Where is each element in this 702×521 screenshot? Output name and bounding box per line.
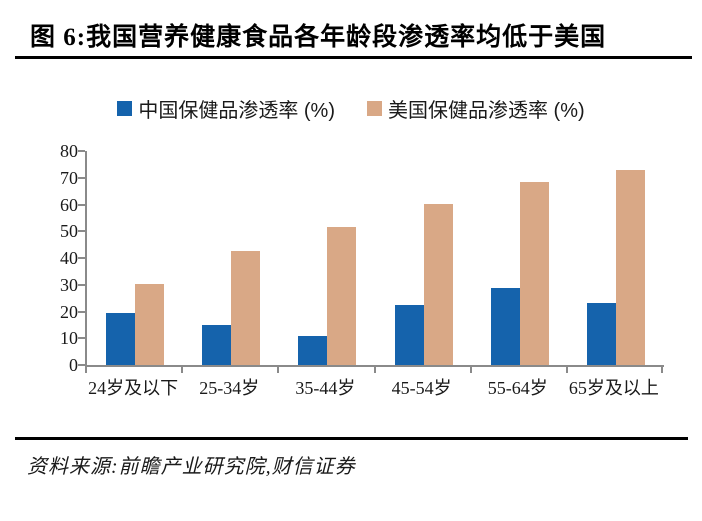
y-axis-tick-mark: [78, 257, 85, 259]
x-axis-tick-mark: [469, 367, 472, 373]
china-series-swatch-icon: [117, 101, 133, 116]
bar-group: [376, 151, 472, 365]
x-axis-category-label: 24岁及以下: [88, 378, 179, 398]
china-bar: [298, 335, 328, 365]
x-axis-tick-mark: [373, 367, 376, 373]
y-axis-tick-mark: [78, 337, 85, 340]
us-bar: [231, 250, 261, 365]
title-divider-line: [15, 56, 692, 59]
x-axis-tick-mark: [277, 367, 280, 373]
y-axis-tick-label: 30: [60, 274, 78, 295]
y-axis-tick-mark: [78, 203, 85, 206]
y-axis-tick-mark: [78, 364, 85, 366]
legend-item-china: 中国保健品渗透率 (%): [117, 94, 335, 123]
x-axis-category-label: 45-54岁: [391, 378, 452, 398]
us-bar: [135, 283, 165, 365]
x-axis-tick-mark: [661, 367, 663, 373]
legend-label-us: 美国保健品渗透率 (%): [388, 100, 585, 122]
x-axis-category-label: 55-64岁: [487, 378, 548, 398]
y-axis-tick-label: 0: [69, 355, 78, 375]
y-axis-tick-label: 60: [60, 194, 78, 215]
y-axis-tick-mark: [78, 176, 85, 179]
us-bar: [327, 226, 357, 365]
y-axis-tick-label: 50: [60, 221, 78, 242]
china-bar: [394, 305, 424, 365]
bar-group: [472, 151, 568, 365]
legend-label-china: 中国保健品渗透率 (%): [138, 100, 335, 122]
us-bar: [615, 169, 645, 365]
bar-group: [183, 151, 279, 365]
china-bar: [106, 312, 136, 365]
y-axis-tick-label: 20: [60, 301, 78, 322]
y-axis-tick-mark: [78, 230, 85, 233]
x-axis-category-label: 35-44岁: [295, 378, 356, 398]
x-axis-tick-mark: [565, 367, 568, 373]
legend-item-us: 美国保健品渗透率 (%): [367, 94, 585, 123]
plot-area: [85, 151, 664, 367]
bar-group: [568, 151, 664, 365]
bottom-divider-line: [15, 437, 688, 440]
x-axis-tick-mark: [85, 367, 87, 373]
us-series-swatch-icon: [367, 101, 382, 116]
y-axis-tick-label: 40: [60, 248, 78, 268]
figure-title: 图 6:我国营养健康食品各年龄段渗透率均低于美国: [30, 24, 607, 51]
us-bar: [423, 203, 453, 365]
y-axis-tick-label: 70: [60, 167, 78, 188]
x-axis-tick-mark: [181, 367, 184, 373]
x-axis-category-label: 65岁及以上: [568, 378, 659, 398]
china-bar: [490, 287, 520, 365]
y-axis-tick-label: 80: [60, 141, 78, 161]
bar-group: [279, 151, 375, 365]
y-axis-tick-mark: [78, 283, 85, 286]
bar-group: [87, 151, 183, 365]
chart-legend: 中国保健品渗透率 (%) 美国保健品渗透率 (%): [0, 94, 702, 123]
x-axis-category-label: 25-34岁: [199, 378, 260, 398]
y-axis-tick-label: 10: [60, 328, 78, 349]
china-bar: [202, 324, 232, 365]
y-axis-tick-mark: [78, 310, 85, 313]
source-note: 资料来源:前瞻产业研究院,财信证券: [27, 456, 356, 478]
china-bar: [586, 303, 616, 365]
y-axis-tick-mark: [78, 150, 85, 152]
us-bar: [519, 181, 549, 365]
